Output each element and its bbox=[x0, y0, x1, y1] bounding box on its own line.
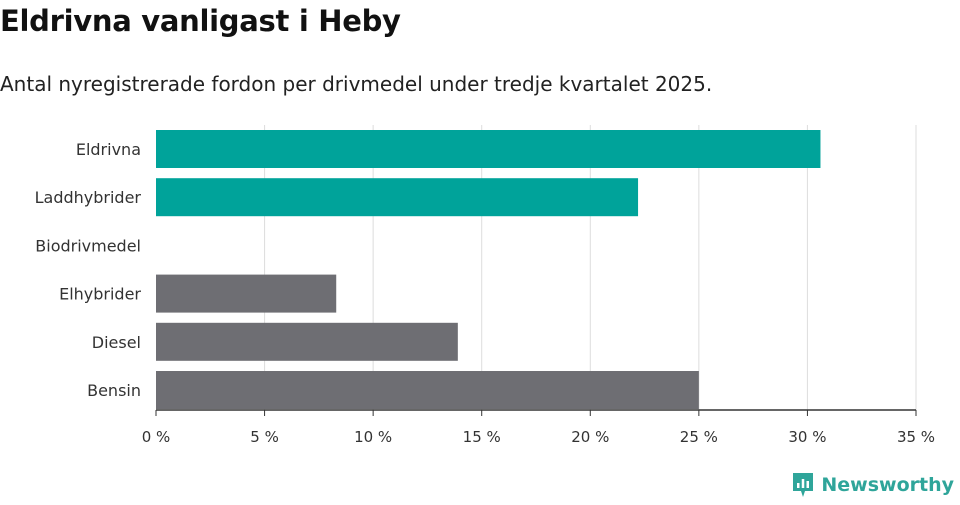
bar-bensin bbox=[156, 371, 699, 409]
chart-subtitle: Antal nyregistrerade fordon per drivmede… bbox=[0, 72, 713, 96]
x-tick-label: 35 % bbox=[897, 428, 935, 446]
newsworthy-logo-text: Newsworthy bbox=[821, 474, 954, 496]
bar-eldrivna bbox=[156, 130, 821, 168]
grid-lines bbox=[264, 125, 917, 410]
x-tick-label: 0 % bbox=[142, 428, 171, 446]
category-label: Laddhybrider bbox=[35, 188, 142, 207]
category-labels: Eldrivna Laddhybrider Biodrivmedel Elhybrid… bbox=[35, 140, 142, 400]
x-tick-label: 30 % bbox=[788, 428, 826, 446]
x-tick-label: 25 % bbox=[680, 428, 718, 446]
x-tick-label: 20 % bbox=[571, 428, 609, 446]
x-tick-label: 15 % bbox=[463, 428, 501, 446]
newsworthy-logo: Newsworthy bbox=[791, 471, 954, 499]
bars bbox=[156, 130, 821, 409]
category-label: Diesel bbox=[92, 333, 141, 352]
x-tick-label: 5 % bbox=[250, 428, 279, 446]
bar-diesel bbox=[156, 322, 458, 361]
x-axis: 0 % 5 % 10 % 15 % 20 % 25 % 30 % 35 % bbox=[142, 409, 935, 446]
category-label: Elhybrider bbox=[59, 285, 141, 304]
category-label: Eldrivna bbox=[76, 140, 141, 159]
x-tick-label: 10 % bbox=[354, 428, 392, 446]
bar-laddhybrider bbox=[156, 178, 639, 217]
bar-chart: Eldrivna Laddhybrider Biodrivmedel Elhybrid… bbox=[35, 125, 935, 446]
bar-elhybrider bbox=[156, 274, 337, 313]
newsworthy-logo-icon bbox=[793, 473, 814, 497]
category-label: Biodrivmedel bbox=[35, 236, 141, 255]
category-label: Bensin bbox=[87, 381, 141, 400]
chart-title: Eldrivna vanligast i Heby bbox=[0, 4, 401, 38]
